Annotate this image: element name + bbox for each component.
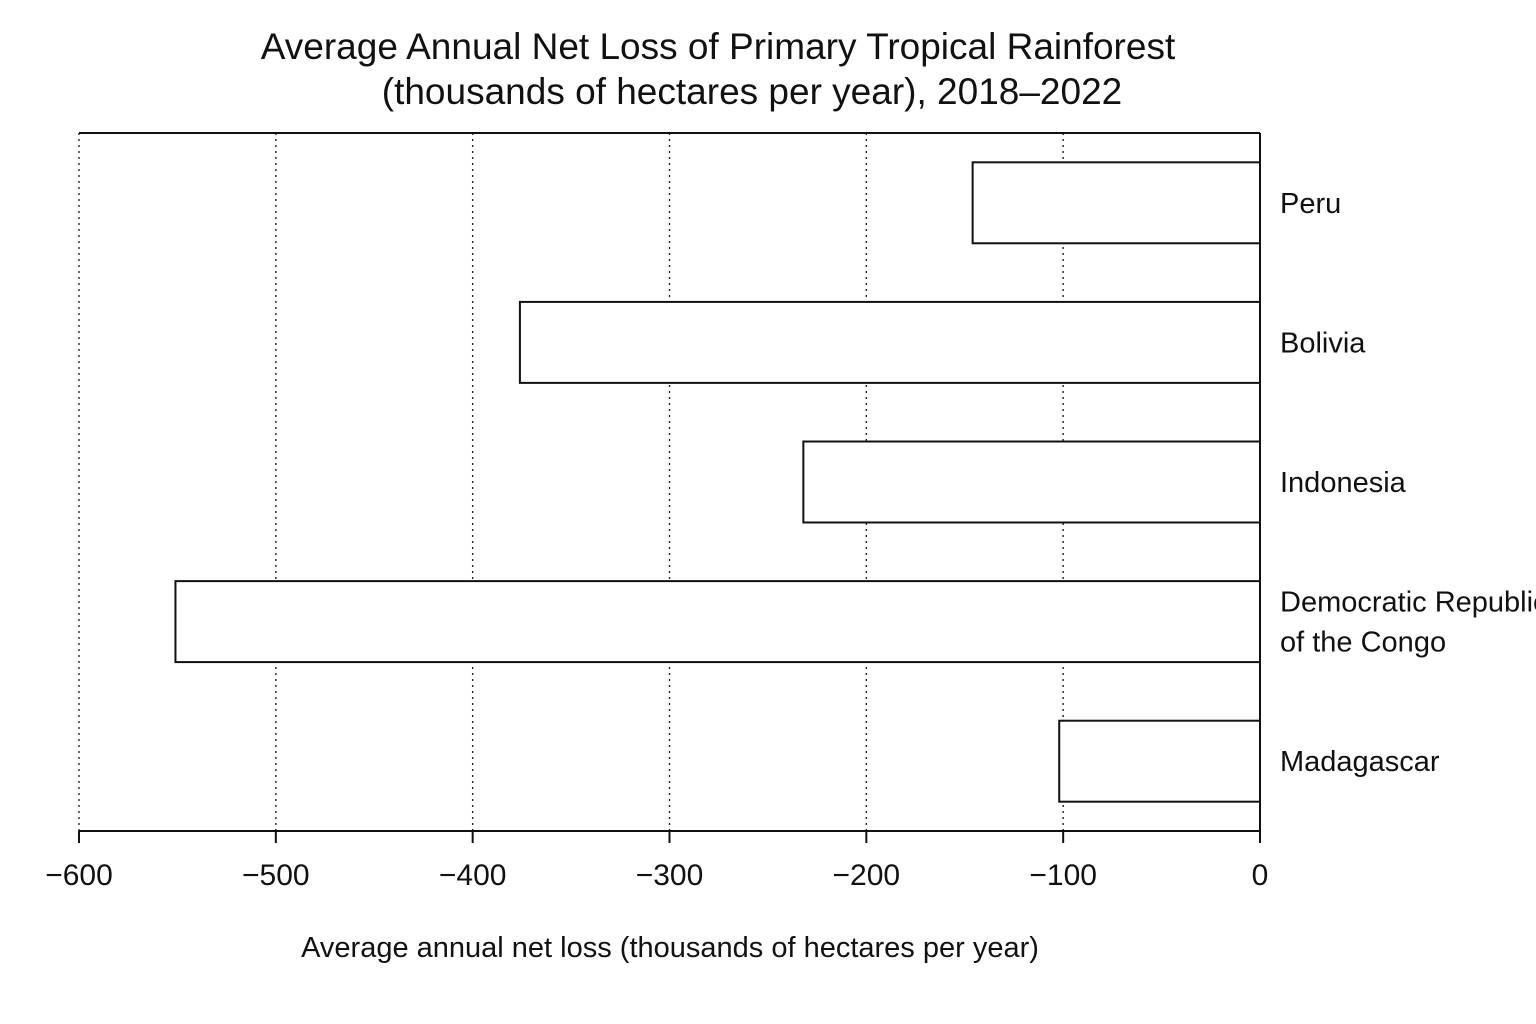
category-label-2: Indonesia (1280, 467, 1407, 499)
chart-title-line-2: (thousands of hectares per year), 2018–2… (382, 71, 1123, 112)
category-label-3: Democratic Republic of the Congo (1280, 587, 1536, 659)
category-label-4: Madagascar (1280, 746, 1440, 778)
x-tick-label-0: −600 (45, 859, 113, 892)
x-tick-label-3: −300 (636, 859, 704, 892)
x-tick-label-1: −500 (242, 859, 310, 892)
bar-4 (1058, 719, 1261, 803)
category-label-0: Peru (1280, 188, 1341, 220)
x-tick-label-2: −400 (439, 859, 507, 892)
x-axis-title-text: Average annual net loss (thousands of he… (301, 932, 1039, 964)
bar-2 (802, 440, 1261, 524)
bar-3 (174, 580, 1261, 664)
bar-0 (971, 161, 1262, 245)
chart-title: Average Annual Net Loss of Primary Tropi… (261, 26, 1176, 112)
chart-title-line-1: Average Annual Net Loss of Primary Tropi… (261, 26, 1176, 67)
bars (174, 161, 1262, 803)
category-labels: Peru Bolivia Indonesia Democratic Republic o… (1280, 188, 1536, 778)
x-axis-ticks: −600 −500 −400 −300 −200 −100 0 (45, 831, 1268, 892)
bar-1 (518, 300, 1261, 384)
x-tick-label-6: 0 (1252, 859, 1269, 892)
x-tick-label-4: −200 (833, 859, 901, 892)
x-axis-title: Average annual net loss (thousands of he… (301, 932, 1039, 964)
category-label-1: Bolivia (1280, 327, 1366, 359)
x-tick-label-5: −100 (1029, 859, 1097, 892)
